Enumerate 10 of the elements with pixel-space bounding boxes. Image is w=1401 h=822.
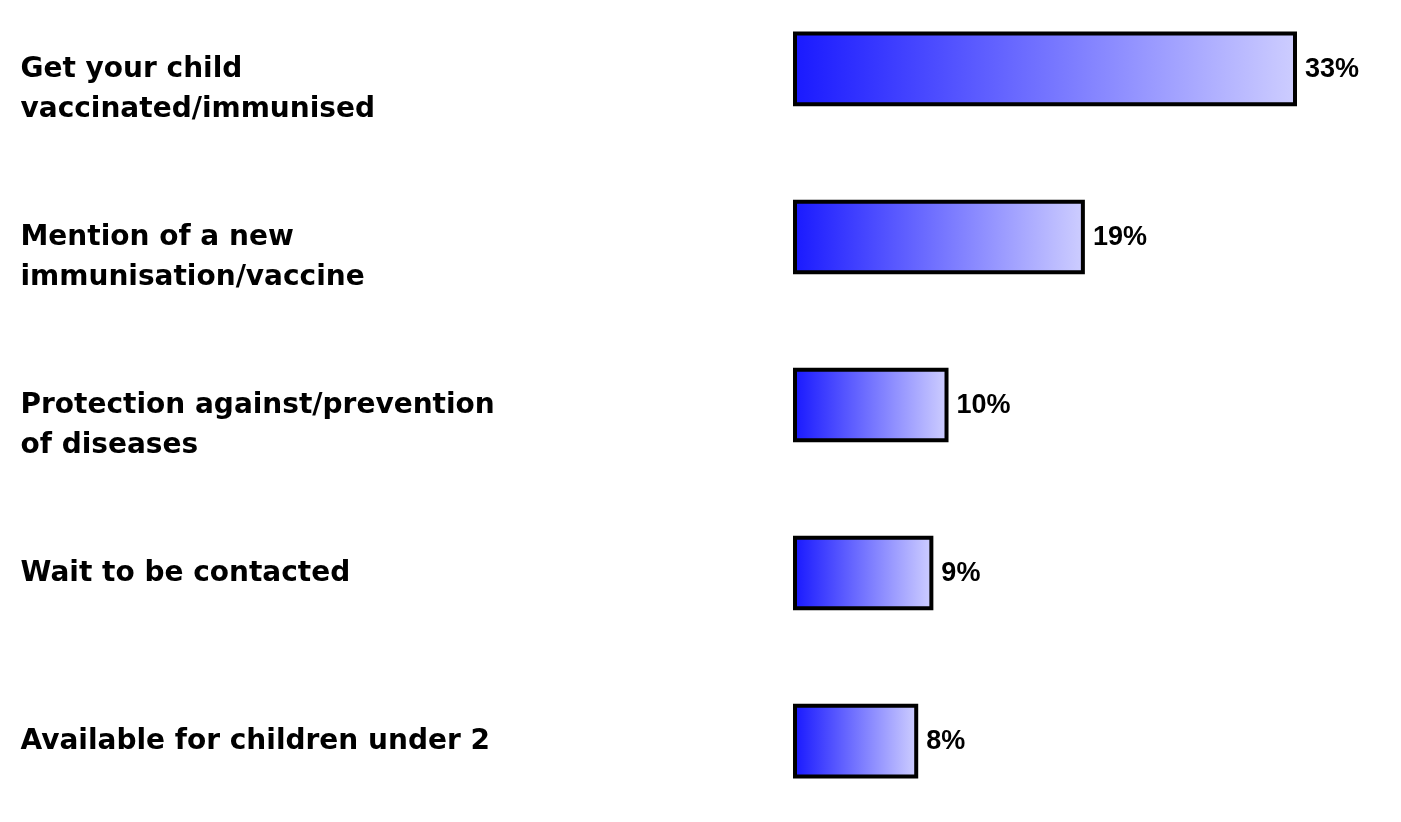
y-tick-label: Wait to be contacted xyxy=(20,555,351,589)
y-tick-label: Get your child vaccinated/immunised xyxy=(20,50,376,124)
y-tick-label: Protection against/prevention of diseases xyxy=(20,387,495,460)
data-label: 8% xyxy=(926,725,966,756)
y-tick-label: Available for children under 2 xyxy=(20,723,490,757)
data-label: 19% xyxy=(1092,220,1147,251)
data-label: 33% xyxy=(1305,52,1360,83)
data-label: 10% xyxy=(956,389,1011,419)
data-label: 9% xyxy=(941,557,981,588)
y-tick-label: Mention of a new immunisation/vaccine xyxy=(20,218,365,292)
